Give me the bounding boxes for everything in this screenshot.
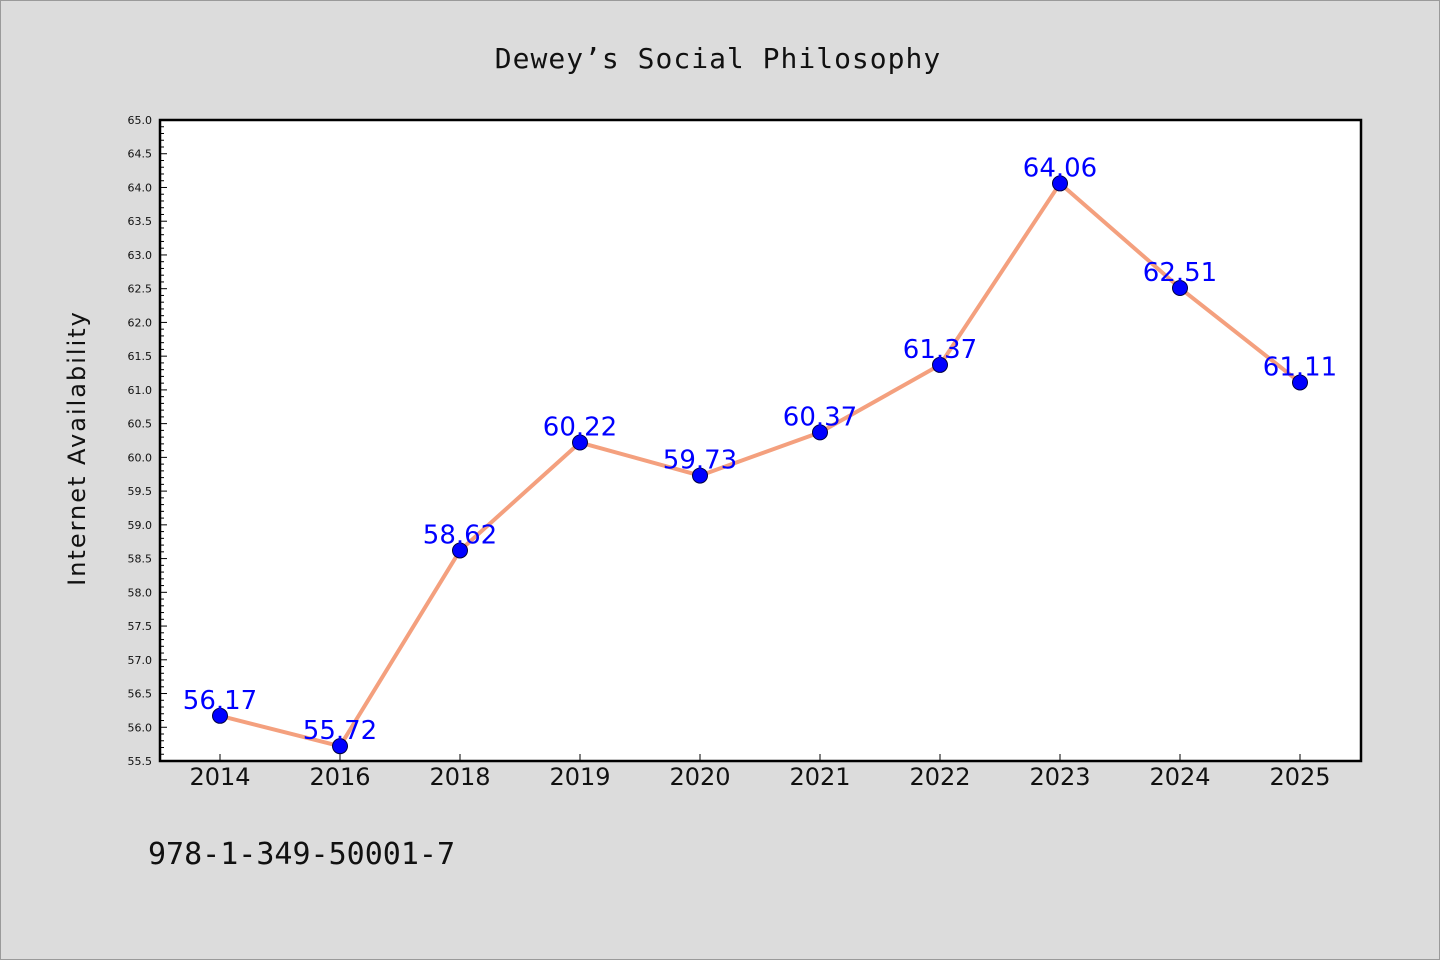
data-point [692, 467, 708, 484]
data-point [452, 542, 468, 559]
data-label: 61.37 [903, 335, 977, 365]
data-label: 61.11 [1263, 352, 1337, 382]
chart-title: Dewey’s Social Philosophy [495, 42, 941, 75]
x-tick-label: 2014 [189, 763, 250, 791]
data-point [1052, 175, 1068, 192]
data-label: 55.72 [303, 716, 377, 746]
data-label: 56.17 [183, 686, 257, 716]
y-tick-label: 65.0 [128, 114, 153, 127]
y-tick-label: 61.5 [128, 350, 153, 363]
y-tick-label: 64.5 [128, 148, 153, 161]
y-tick-label: 57.0 [128, 654, 153, 667]
y-tick-label: 60.0 [128, 451, 153, 464]
y-tick-label: 59.5 [128, 485, 153, 498]
y-tick-label: 58.5 [128, 553, 153, 566]
x-tick-label: 2022 [909, 763, 970, 791]
x-tick-label: 2024 [1149, 763, 1210, 791]
plot-area [158, 118, 1363, 763]
data-point [932, 356, 948, 373]
y-tick-label: 62.0 [128, 316, 153, 329]
data-point [332, 738, 348, 755]
data-label: 60.22 [543, 413, 617, 443]
y-tick-label: 56.0 [128, 721, 153, 734]
x-tick-label: 2021 [789, 763, 850, 791]
data-point [1172, 280, 1188, 297]
data-label: 58.62 [423, 520, 497, 550]
y-axis: 55.5 56.0 56.5 57.0 57.5 58.0 58.5 59.0 59.5 60.0… [128, 114, 167, 768]
series-line [218, 181, 1302, 749]
data-point [572, 434, 588, 451]
x-tick-label: 2016 [309, 763, 370, 791]
y-tick-label: 61.0 [128, 384, 153, 397]
data-label: 59.73 [663, 446, 737, 476]
x-tick-label: 2020 [669, 763, 730, 791]
y-tick-label: 58.0 [128, 586, 153, 599]
y-tick-label: 64.0 [128, 181, 153, 194]
data-label: 60.37 [783, 402, 857, 432]
y-axis-label: Internet Availability [63, 310, 91, 586]
y-tick-label: 60.5 [128, 418, 153, 431]
series-layer: 56.17 55.72 58.62 60.22 59.73 60.37 61.37 64.06… [183, 153, 1337, 755]
data-point [812, 424, 828, 441]
isbn-footer: 978-1-349-50001-7 [148, 837, 455, 872]
data-point [212, 707, 228, 724]
y-tick-label: 55.5 [128, 755, 153, 768]
x-tick-label: 2019 [549, 763, 610, 791]
y-tick-label: 62.5 [128, 283, 153, 296]
y-tick-label: 63.0 [128, 249, 153, 262]
x-tick-label: 2023 [1029, 763, 1090, 791]
data-label: 62.51 [1143, 258, 1217, 288]
data-point [1292, 374, 1308, 391]
x-tick-label: 2018 [429, 763, 490, 791]
y-tick-label: 59.0 [128, 519, 153, 532]
x-tick-label: 2025 [1269, 763, 1330, 791]
data-label: 64.06 [1023, 153, 1097, 183]
y-tick-label: 63.5 [128, 215, 153, 228]
x-axis: 2014 2016 2018 2019 2020 2021 2022 2023 2024 2025 [189, 754, 1331, 791]
y-tick-label: 56.5 [128, 688, 153, 701]
y-tick-label: 57.5 [128, 620, 153, 633]
